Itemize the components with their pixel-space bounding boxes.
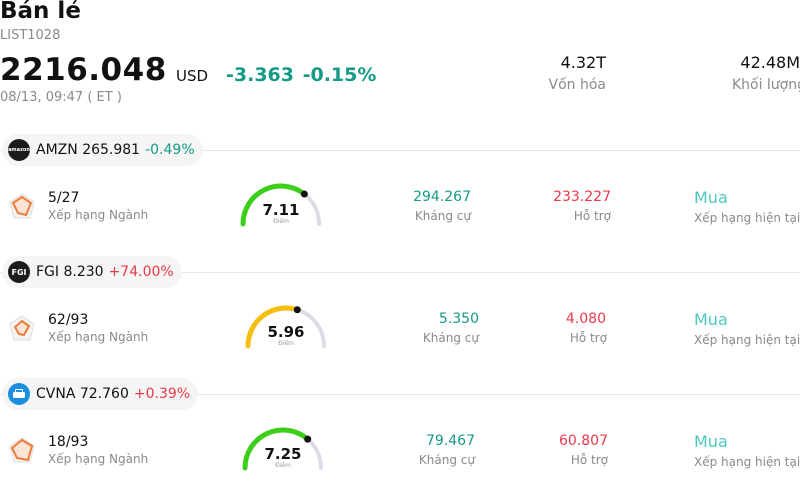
stock-price: 8.230: [63, 264, 104, 280]
market-cap-label: Vốn hóa: [548, 77, 606, 93]
rating-value: Mua: [694, 432, 728, 451]
score-label: Điểm: [275, 462, 291, 469]
support-value: 233.227: [553, 189, 611, 205]
support-label: Hỗ trợ: [573, 209, 611, 223]
rank-radar-icon: [9, 437, 35, 463]
carvana-logo-icon: [8, 383, 30, 405]
section-divider: [0, 394, 800, 395]
resistance-value: 5.350: [438, 311, 479, 327]
change-value: -3.363: [226, 64, 294, 86]
rank-radar-icon: [9, 193, 35, 219]
stock-change: +0.39%: [133, 386, 191, 402]
volume-value: 42.48M: [740, 53, 800, 72]
market-cap-value: 4.32T: [560, 53, 606, 72]
page-title: Bán lẻ: [0, 0, 81, 24]
gauge-marker: [293, 306, 301, 314]
gauge-fill: [240, 183, 307, 227]
rank-value: 62/93: [48, 312, 89, 328]
change-percent: -0.15%: [302, 64, 377, 86]
gauge-fill: [245, 305, 300, 349]
rank-radar-icon: [9, 315, 35, 341]
support-label: Hỗ trợ: [569, 331, 607, 345]
gauge-fill: [242, 427, 311, 471]
stock-change: +74.00%: [108, 264, 174, 280]
stock-ticker: AMZN: [36, 142, 78, 158]
score-label: Điểm: [273, 218, 289, 225]
rank-label: Xếp hạng Ngành: [48, 208, 149, 222]
resistance-label: Kháng cự: [414, 209, 471, 223]
volume-label: Khối lượng: [731, 77, 800, 93]
support-label: Hỗ trợ: [570, 453, 608, 467]
stock-change: -0.49%: [145, 142, 195, 158]
fgi-logo-icon: FGI: [8, 261, 30, 283]
rank-value: 18/93: [48, 434, 89, 450]
section-divider: [0, 272, 800, 273]
stock-chip-cvna[interactable]: CVNA 72.760 +0.39%: [2, 378, 199, 410]
stock-chip-amzn[interactable]: amazon AMZN 265.981 -0.49%: [2, 134, 203, 166]
rank-label: Xếp hạng Ngành: [48, 330, 149, 344]
rank-value: 5/27: [48, 190, 80, 206]
stock-chip-fgi[interactable]: FGI FGI 8.230 +74.00%: [2, 256, 182, 288]
stock-price: 72.760: [79, 386, 129, 402]
rating-label: Xếp hạng hiện tại: [694, 455, 800, 469]
amazon-logo-icon: amazon: [8, 139, 30, 161]
rating-label: Xếp hạng hiện tại: [694, 211, 800, 225]
score-value: 7.25: [264, 445, 302, 463]
score-gauge: [245, 305, 326, 349]
score-gauge: [242, 427, 323, 471]
score-gauge: [240, 183, 321, 227]
score-value: 5.96: [267, 323, 305, 341]
support-value: 4.080: [565, 311, 606, 327]
index-change: -3.363 -0.15%: [226, 64, 376, 86]
stock-ticker: FGI: [36, 264, 60, 280]
gauge-marker: [300, 190, 308, 198]
gauge-marker: [304, 435, 312, 443]
resistance-label: Kháng cự: [422, 331, 479, 345]
stock-ticker: CVNA: [36, 386, 76, 402]
currency-label: USD: [176, 67, 209, 85]
score-label: Điểm: [278, 340, 294, 347]
rating-value: Mua: [694, 188, 728, 207]
rating-label: Xếp hạng hiện tại: [694, 333, 800, 347]
list-code: LIST1028: [0, 28, 61, 43]
resistance-value: 79.467: [426, 433, 475, 449]
score-value: 7.11: [262, 201, 300, 219]
rank-label: Xếp hạng Ngành: [48, 452, 149, 466]
rating-value: Mua: [694, 310, 728, 329]
index-price: 2216.048: [0, 52, 167, 88]
support-value: 60.807: [559, 433, 608, 449]
stock-price: 265.981: [82, 142, 141, 158]
section-divider: [0, 150, 800, 151]
resistance-value: 294.267: [413, 189, 471, 205]
resistance-label: Kháng cự: [418, 453, 475, 467]
timestamp: 08/13, 09:47 ( ET ): [0, 90, 122, 105]
